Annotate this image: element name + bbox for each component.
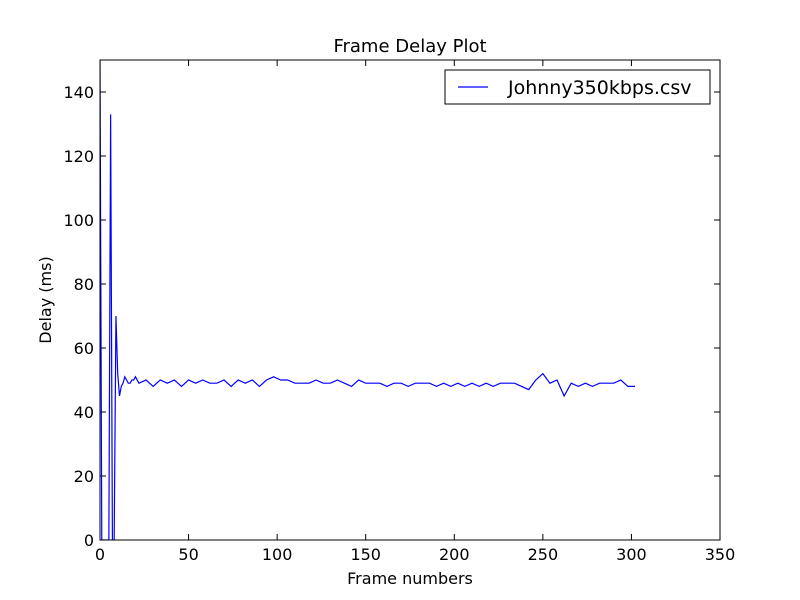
x-tick-label: 300 [616,545,647,564]
y-tick-label: 100 [63,211,94,230]
legend-label: Johnny350kbps.csv [507,77,692,99]
y-tick-label: 40 [74,403,94,422]
y-tick-label: 0 [84,531,94,550]
y-tick-label: 80 [74,275,94,294]
x-tick-label: 350 [705,545,736,564]
y-tick-label: 60 [74,339,94,358]
plot-frame [99,59,721,541]
x-tick-label: 50 [178,545,198,564]
legend-box [444,69,711,105]
y-axis-label: Delay (ms) [36,256,55,343]
x-tick-label: 250 [528,545,559,564]
x-tick-label: 200 [439,545,470,564]
y-tick-label: 120 [63,147,94,166]
x-axis-label: Frame numbers [347,569,473,588]
x-tick-label: 0 [95,545,105,564]
x-tick-label: 100 [262,545,293,564]
x-tick-label: 150 [350,545,381,564]
y-tick-label: 140 [63,83,94,102]
data-line [100,60,635,540]
y-tick-label: 20 [74,467,94,486]
chart-title: Frame Delay Plot [333,36,486,57]
